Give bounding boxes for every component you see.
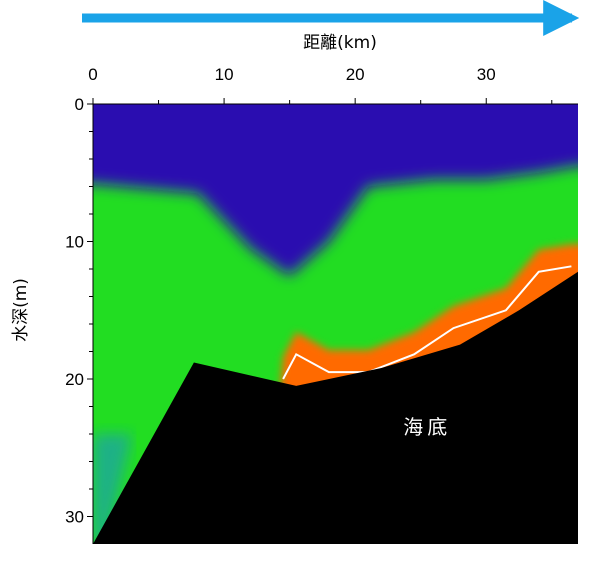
y-tick-label: 10 (65, 233, 84, 252)
seabed (93, 271, 578, 544)
temperature-field (93, 104, 578, 544)
y-tick-label: 20 (65, 370, 84, 389)
y-tick-label: 0 (75, 95, 84, 114)
y-axis-title: 水深(m) (11, 278, 31, 342)
x-ticks: 0 10 20 30 (88, 65, 553, 104)
y-tick-label: 30 (65, 508, 84, 527)
x-tick-label: 10 (215, 65, 234, 84)
x-tick-label: 30 (477, 65, 496, 84)
y-ticks: 0 10 20 30 (65, 95, 93, 527)
x-axis-title: 距離(km) (303, 33, 377, 53)
seabed-label: 海底 (403, 415, 451, 439)
axes: 0 10 20 30 0 10 20 30 (65, 65, 578, 544)
upper-layer (93, 104, 578, 276)
lower-left-gradient (93, 434, 133, 544)
contour-line (282, 265, 572, 380)
x-tick-label: 0 (88, 65, 97, 84)
x-tick-label: 20 (346, 65, 365, 84)
